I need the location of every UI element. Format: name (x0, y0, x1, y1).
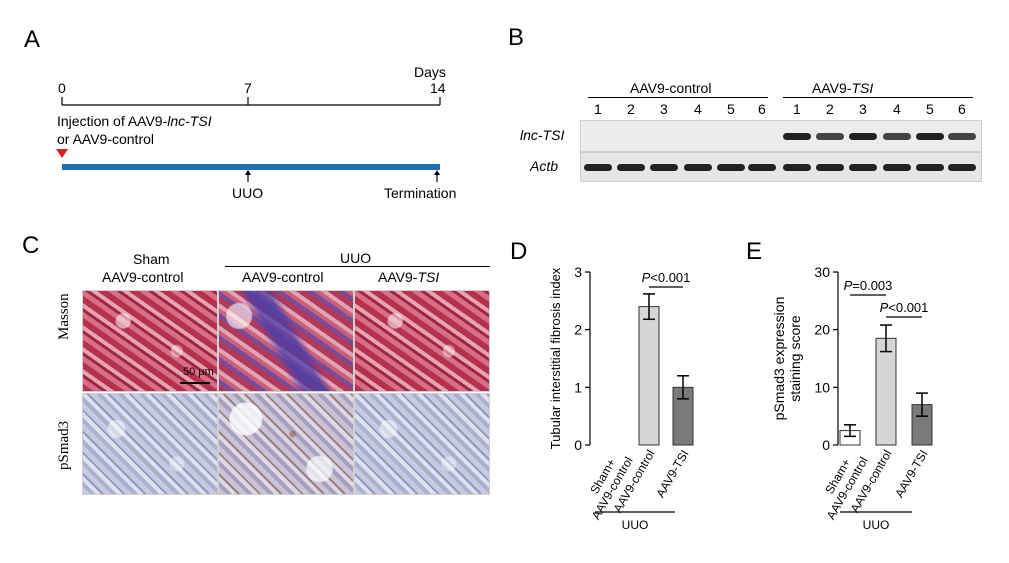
lane-label: 2 (627, 101, 635, 117)
band-lnc-tsi (916, 133, 944, 140)
band-lnc-tsi (849, 133, 877, 140)
group-line-tsi (783, 97, 973, 98)
tick-label-7: 7 (244, 80, 252, 96)
termination-arrow-icon (434, 170, 440, 175)
panel-label-b: B (508, 24, 525, 51)
row-label-psmad3: pSmad3 (56, 420, 72, 470)
sham-subheader: AAV9-control (102, 269, 184, 285)
bar (875, 337, 897, 446)
lane-label: 2 (826, 101, 834, 117)
scale-bar (180, 382, 210, 384)
uuo-arrow-icon (245, 170, 251, 175)
band-actb (816, 164, 844, 171)
band-actb (883, 164, 911, 171)
uuo-bracket-line (225, 266, 490, 267)
band-lnc-tsi (948, 133, 976, 140)
image-psmad3-uuo-tsi (354, 393, 490, 495)
image-psmad3-sham (82, 393, 218, 495)
band-lnc-tsi (816, 133, 844, 140)
band-actb (948, 164, 976, 171)
col-header-control: AAV9-control (242, 269, 324, 285)
significance-label: P<0.001 (642, 270, 691, 285)
y-tick-label: 10 (814, 379, 830, 395)
panel-label-a: A (24, 26, 41, 53)
y-axis-label: pSmad3 expressionstaining score (771, 297, 803, 421)
lane-label: 3 (859, 101, 867, 117)
band-lnc-tsi (883, 133, 911, 140)
bar (638, 306, 660, 446)
band-actb (684, 164, 712, 171)
image-psmad3-uuo-control (218, 393, 354, 495)
scale-bar-label: 50 μm (183, 366, 214, 378)
lane-label: 5 (926, 101, 934, 117)
band-actb (849, 164, 877, 171)
lane-label: 5 (727, 101, 735, 117)
blot-strip-actb (580, 152, 982, 182)
band-lnc-tsi (783, 133, 811, 140)
sham-header: Sham (133, 251, 170, 267)
lane-label: 1 (594, 101, 602, 117)
panel-label-c: C (22, 232, 40, 259)
row-label-masson: Masson (56, 293, 72, 340)
uuo-label: UUO (232, 185, 264, 201)
image-masson-uuo-tsi (354, 290, 490, 392)
category-label: AAV9-TSI (892, 448, 930, 500)
blot-group-tsi: AAV9-TSI (812, 80, 874, 96)
band-actb (617, 164, 645, 171)
image-masson-sham (82, 290, 218, 392)
lane-label: 6 (958, 101, 966, 117)
blot-group-control: AAV9-control (630, 80, 712, 96)
significance-label: P=0.003 (844, 278, 893, 293)
significance-label: P<0.001 (880, 300, 929, 315)
uuo-header: UUO (340, 250, 372, 266)
y-tick-label: 2 (574, 322, 582, 338)
lane-label: 3 (660, 101, 668, 117)
y-tick-label: 20 (814, 322, 830, 338)
row-label-lnc-tsi: lnc-TSI (520, 127, 565, 143)
injection-label-line2: or AAV9-control (57, 131, 155, 147)
y-axis-label: Tubular interstitial fibrosis index (548, 267, 563, 449)
band-actb (717, 164, 745, 171)
col-header-tsi: AAV9-TSI (378, 269, 440, 285)
y-tick-label: 30 (814, 264, 830, 280)
injection-marker-icon (56, 149, 68, 158)
band-actb (650, 164, 678, 171)
y-tick-label: 3 (574, 264, 582, 280)
image-masson-uuo-control (218, 290, 354, 392)
lane-label: 1 (793, 101, 801, 117)
band-actb (783, 164, 811, 171)
termination-label: Termination (384, 185, 457, 201)
category-label: AAV9-TSI (653, 448, 691, 500)
blot-strip-lnc-tsi (580, 120, 982, 152)
row-label-actb: Actb (530, 158, 559, 174)
y-tick-label: 1 (574, 379, 582, 395)
lane-label: 6 (758, 101, 766, 117)
panel-label-e: E (746, 238, 763, 265)
tick-label-0: 0 (58, 80, 66, 96)
y-tick-label: 0 (822, 437, 830, 453)
group-label: UUO (622, 518, 649, 530)
band-actb (748, 164, 776, 171)
y-tick-label: 0 (574, 437, 582, 453)
group-label: UUO (863, 518, 890, 530)
band-actb (584, 164, 612, 171)
panel-label-d: D (510, 238, 528, 265)
days-label: Days (414, 64, 446, 80)
injection-label: Injection of AAV9-lnc-TSI (57, 113, 212, 129)
group-line-control (588, 97, 768, 98)
timeline-svg (56, 97, 441, 182)
band-actb (916, 164, 944, 171)
lane-label: 4 (893, 101, 901, 117)
tick-label-14: 14 (430, 80, 446, 96)
treatment-bar (62, 164, 440, 170)
lane-label: 4 (694, 101, 702, 117)
